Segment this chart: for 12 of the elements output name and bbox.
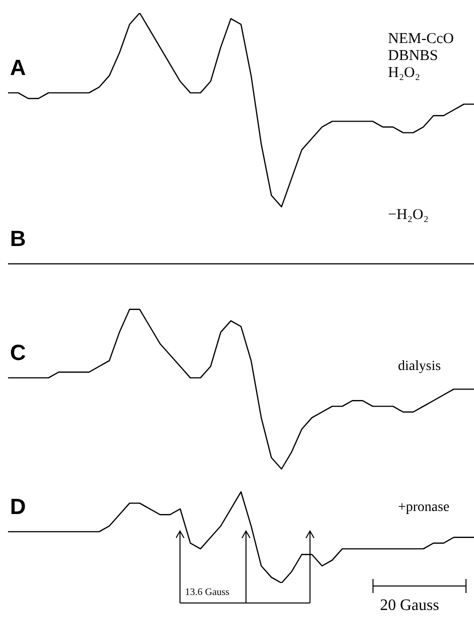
annotation: DBNBS bbox=[388, 48, 438, 64]
annotation: NEM-CcO bbox=[388, 31, 454, 47]
annotation: −H₂O₂ bbox=[388, 207, 429, 223]
series-label: B bbox=[10, 226, 26, 252]
annotation: H₂O₂ bbox=[388, 65, 420, 81]
text: 20 Gauss bbox=[380, 597, 440, 614]
series-label: A bbox=[10, 54, 26, 81]
annotation: +pronase bbox=[398, 500, 450, 515]
series-label: C bbox=[10, 340, 26, 366]
annotation: dialysis bbox=[398, 359, 441, 374]
series-label: D bbox=[10, 494, 26, 520]
text: 13.6 Gauss bbox=[185, 587, 230, 598]
